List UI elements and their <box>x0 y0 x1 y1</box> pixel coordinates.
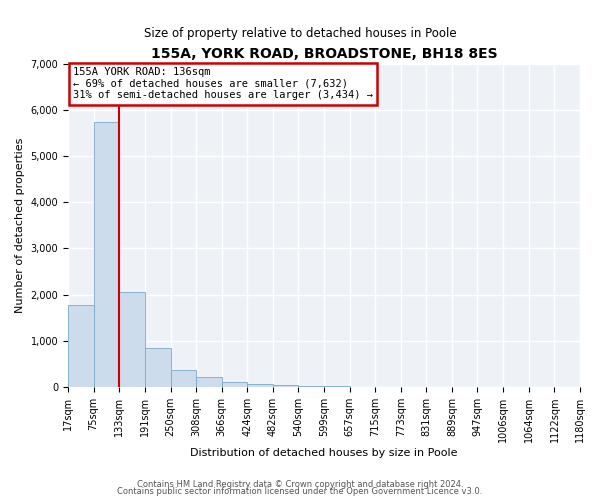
Bar <box>119 292 145 386</box>
Text: Contains HM Land Registry data © Crown copyright and database right 2024.: Contains HM Land Registry data © Crown c… <box>137 480 463 489</box>
Bar <box>94 122 119 386</box>
Bar <box>145 348 170 387</box>
Bar <box>221 382 247 386</box>
Y-axis label: Number of detached properties: Number of detached properties <box>15 138 25 313</box>
Text: Size of property relative to detached houses in Poole: Size of property relative to detached ho… <box>143 28 457 40</box>
Text: 155A YORK ROAD: 136sqm
← 69% of detached houses are smaller (7,632)
31% of semi-: 155A YORK ROAD: 136sqm ← 69% of detached… <box>73 68 373 100</box>
Bar <box>68 304 94 386</box>
Text: Contains public sector information licensed under the Open Government Licence v3: Contains public sector information licen… <box>118 487 482 496</box>
Bar <box>196 376 221 386</box>
X-axis label: Distribution of detached houses by size in Poole: Distribution of detached houses by size … <box>190 448 458 458</box>
Bar <box>247 384 273 386</box>
Title: 155A, YORK ROAD, BROADSTONE, BH18 8ES: 155A, YORK ROAD, BROADSTONE, BH18 8ES <box>151 48 497 62</box>
Bar <box>170 370 196 386</box>
